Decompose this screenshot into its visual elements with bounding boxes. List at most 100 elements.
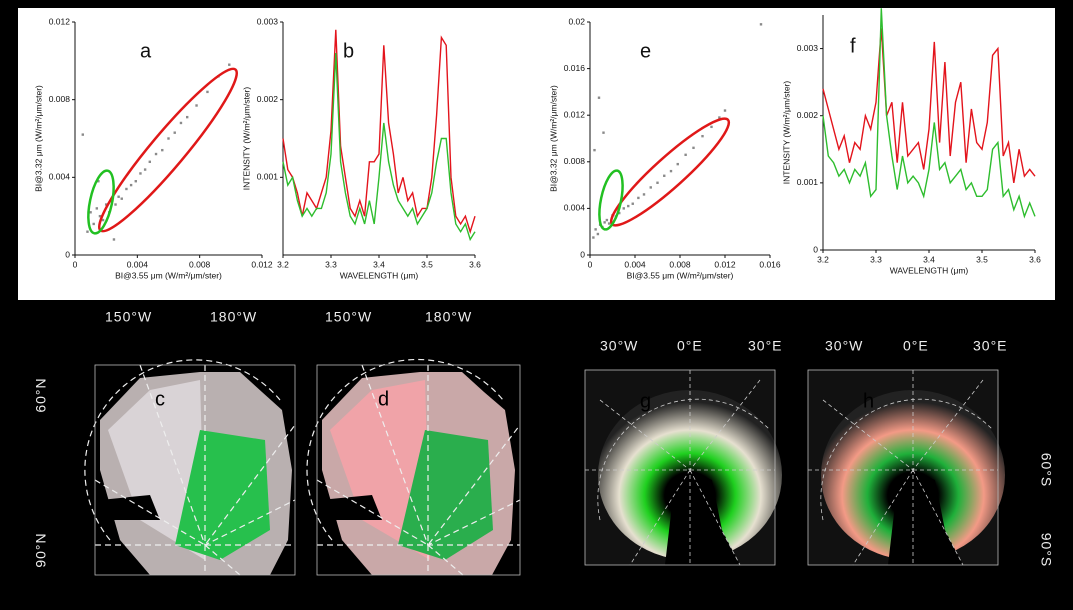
y-tick-label: 0.002 bbox=[257, 94, 279, 104]
x-tick-label: 0.012 bbox=[714, 259, 736, 269]
point bbox=[602, 131, 605, 134]
panel-letter: g bbox=[640, 390, 651, 412]
series-line bbox=[822, 8, 1036, 219]
point bbox=[167, 137, 170, 140]
y-tick-label: 0 bbox=[813, 244, 818, 254]
point bbox=[86, 230, 89, 233]
panel-letter: c bbox=[155, 388, 165, 410]
map-c bbox=[84, 359, 296, 576]
point bbox=[143, 168, 147, 171]
x-tick-label: 3.6 bbox=[1029, 254, 1041, 264]
x-tick-label: 3.5 bbox=[976, 254, 988, 264]
x-tick-label: 0.016 bbox=[759, 259, 781, 269]
x-tick-label: 3.2 bbox=[277, 259, 289, 269]
chart: 0.001 0.002 0.003 3.2 3.3 3.4 3.5 3.6 WAVELENGTH… bbox=[241, 16, 481, 280]
longitude-label: 30°E bbox=[748, 338, 783, 354]
point bbox=[186, 115, 189, 119]
y-axis-label: BI@3.32 μm (W/m²/μm/ster) bbox=[548, 85, 558, 192]
point bbox=[89, 211, 92, 214]
longitude-label: 0°E bbox=[677, 338, 703, 354]
panel-letter: b bbox=[343, 40, 354, 62]
point bbox=[597, 96, 601, 99]
point bbox=[603, 221, 606, 224]
point bbox=[97, 180, 100, 183]
point bbox=[710, 125, 713, 129]
y-tick-label: 0.001 bbox=[797, 177, 819, 187]
x-axis-label: BI@3.55 μm (W/m²/μm/ster) bbox=[627, 270, 734, 280]
x-tick-label: 3.3 bbox=[870, 254, 882, 264]
point bbox=[723, 109, 727, 112]
y-axis-label: INTENSITY (W/m²/μm/ster) bbox=[241, 87, 251, 191]
point bbox=[622, 207, 625, 210]
point bbox=[656, 181, 659, 184]
point bbox=[718, 116, 721, 119]
point bbox=[594, 228, 597, 231]
longitude-label: 30°W bbox=[825, 338, 863, 354]
longitude-label: 0°E bbox=[903, 338, 929, 354]
x-tick-label: 0 bbox=[588, 259, 593, 269]
x-tick-label: 3.2 bbox=[817, 254, 829, 264]
chart: 0 0.001 0.002 0.003 3.2 3.3 3.4 3.5 3.6 WAVELENGT… bbox=[781, 8, 1041, 275]
point bbox=[81, 133, 84, 136]
point bbox=[631, 202, 634, 205]
point bbox=[692, 146, 695, 150]
x-tick-label: 0.008 bbox=[669, 259, 691, 269]
point bbox=[701, 134, 704, 138]
chart: 0 0.004 0.008 0.012 0.016 0.02 0 0.004 0.008 0.01… bbox=[548, 16, 781, 280]
point bbox=[114, 203, 117, 206]
longitude-label: 180°W bbox=[425, 309, 472, 325]
map-g bbox=[584, 369, 782, 566]
x-axis-label: WAVELENGTH (μm) bbox=[890, 265, 969, 275]
point bbox=[605, 218, 609, 222]
y-tick-label: 0.004 bbox=[49, 172, 71, 182]
y-axis-label: BI@3.32 μm (W/m²/μm/ster) bbox=[33, 85, 43, 192]
panel-letter: h bbox=[863, 390, 874, 412]
point bbox=[676, 162, 679, 166]
x-tick-label: 3.4 bbox=[373, 259, 385, 269]
latitude-label: 90°S bbox=[1038, 533, 1054, 568]
selection-ellipse bbox=[598, 169, 624, 231]
point bbox=[173, 131, 176, 134]
longitude-label: 180°W bbox=[210, 309, 257, 325]
x-tick-label: 3.3 bbox=[325, 259, 337, 269]
x-tick-label: 0.012 bbox=[251, 259, 273, 269]
point bbox=[596, 232, 600, 236]
point bbox=[649, 186, 652, 189]
point bbox=[125, 187, 128, 191]
selection-ellipse bbox=[87, 169, 115, 235]
point bbox=[618, 211, 621, 215]
point bbox=[593, 148, 596, 152]
point bbox=[112, 238, 116, 241]
latitude-label: 60°N bbox=[33, 377, 49, 412]
point bbox=[154, 152, 158, 156]
y-axis-label: INTENSITY (W/m²/μm/ster) bbox=[781, 81, 791, 185]
point bbox=[104, 203, 108, 206]
point bbox=[206, 90, 209, 94]
x-tick-label: 0 bbox=[73, 259, 78, 269]
x-tick-label: 0.004 bbox=[624, 259, 646, 269]
point bbox=[228, 63, 231, 66]
y-tick-label: 0.003 bbox=[257, 16, 279, 26]
y-tick-label: 0.012 bbox=[564, 109, 586, 119]
y-tick-label: 0.002 bbox=[797, 110, 819, 120]
longitude-label: 150°W bbox=[105, 309, 152, 325]
panel-letter: e bbox=[640, 40, 651, 62]
longitude-label: 150°W bbox=[325, 309, 372, 325]
point bbox=[161, 148, 164, 152]
y-tick-label: 0 bbox=[580, 249, 585, 259]
panel-letter: f bbox=[850, 35, 856, 57]
point bbox=[179, 121, 183, 125]
y-tick-label: 0.001 bbox=[257, 172, 279, 182]
plot-strip bbox=[18, 8, 1055, 300]
point bbox=[92, 222, 95, 226]
series-line bbox=[282, 53, 476, 242]
y-tick-label: 0 bbox=[65, 249, 70, 259]
panel-letter: a bbox=[140, 40, 152, 62]
y-tick-label: 0.004 bbox=[564, 203, 586, 213]
map-d bbox=[306, 358, 521, 576]
map-h bbox=[807, 369, 1005, 566]
point bbox=[637, 196, 640, 200]
x-tick-label: 0.004 bbox=[127, 259, 149, 269]
point bbox=[592, 236, 595, 239]
